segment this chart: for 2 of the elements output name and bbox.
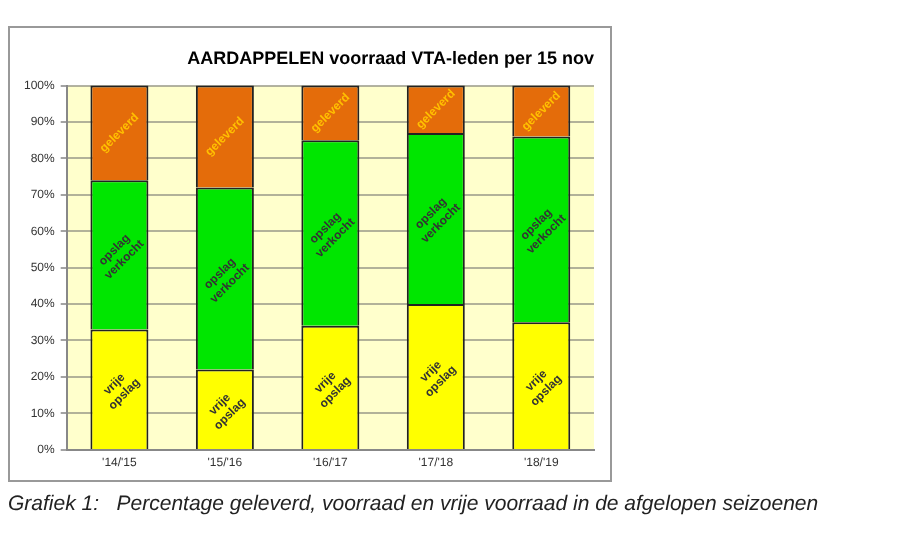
text: Grafiek 1: Percentage geleverd, voorraad en vrije voorraad in de afgelopen seizoenen (8, 492, 819, 516)
chart-title: AARDAPPELEN voorraad VTA-leden per 15 nov (187, 47, 594, 68)
